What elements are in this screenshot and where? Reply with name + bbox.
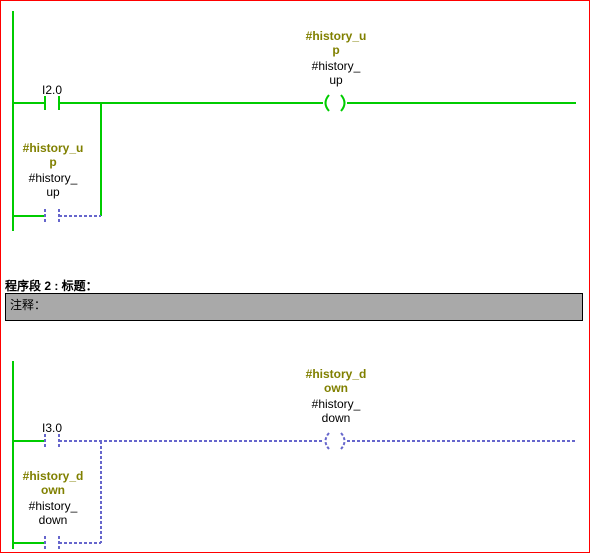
n2-coil-tag-2: own — [291, 381, 381, 395]
n1-coil-desc-2: up — [291, 73, 381, 87]
n2-branch-desc-2: down — [11, 513, 95, 527]
n1-branch-desc-2: up — [11, 185, 95, 199]
n2-coil-desc-1: #history_ — [291, 397, 381, 411]
plc-ladder-canvas: I2.0 #history_u p #history_ up #history_… — [0, 0, 590, 553]
n1-coil-tag-2: p — [291, 43, 381, 57]
network2-header: 程序段 2 : 标题： — [5, 277, 98, 294]
n2-branch-desc-1: #history_ — [11, 499, 95, 513]
n2-coil-desc-2: down — [291, 411, 381, 425]
n2-contact-label: I3.0 — [31, 421, 73, 435]
n1-branch-desc-1: #history_ — [11, 171, 95, 185]
n1-contact-label: I2.0 — [31, 83, 73, 97]
n1-coil-tag-1: #history_u — [291, 29, 381, 43]
network2-comment: 注释： — [5, 293, 583, 321]
n1-branch-tag-2: p — [11, 155, 95, 169]
n1-branch-tag-1: #history_u — [11, 141, 95, 155]
n1-coil-desc-1: #history_ — [291, 59, 381, 73]
n2-coil-tag-1: #history_d — [291, 367, 381, 381]
n2-branch-tag-2: own — [11, 483, 95, 497]
n2-branch-tag-1: #history_d — [11, 469, 95, 483]
